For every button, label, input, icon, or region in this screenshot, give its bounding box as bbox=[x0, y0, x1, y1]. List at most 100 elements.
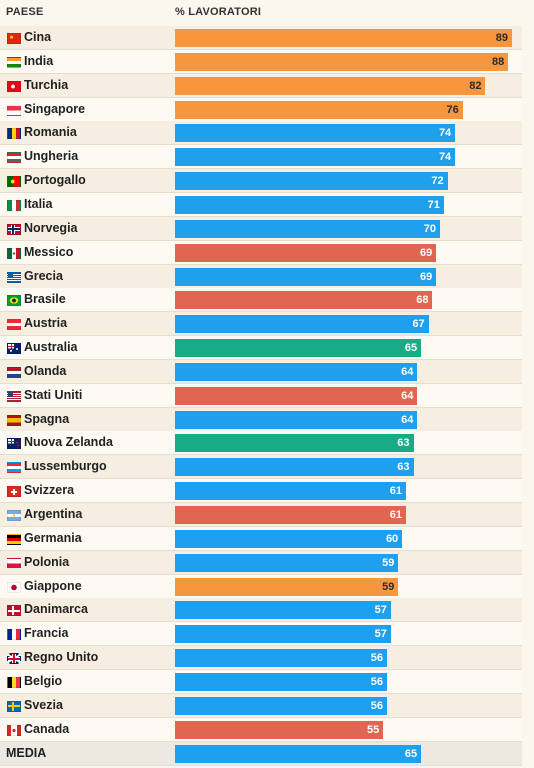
data-label: 64 bbox=[401, 413, 414, 426]
flag-argentina-icon bbox=[7, 510, 21, 521]
chart-row: Polonia 59 bbox=[0, 550, 522, 575]
chart-row: Singapore 76 bbox=[0, 97, 522, 122]
category-label: Australia bbox=[24, 340, 78, 355]
category-label: Regno Unito bbox=[24, 650, 99, 665]
bar: 74 bbox=[175, 148, 456, 167]
chart-row: Grecia 69 bbox=[0, 264, 522, 289]
data-label: 76 bbox=[446, 103, 459, 116]
data-label: 70 bbox=[423, 222, 437, 235]
data-label: 68 bbox=[416, 294, 429, 307]
chart-row: Germania 60 bbox=[0, 526, 522, 551]
chart-row: Olanda 64 bbox=[0, 359, 522, 384]
data-label: 65 bbox=[404, 342, 418, 355]
flag-usa-icon bbox=[7, 390, 21, 402]
flag-china-icon bbox=[7, 33, 21, 44]
bar: 76 bbox=[175, 100, 463, 119]
flag-uk-icon bbox=[7, 653, 21, 665]
flag-india-icon bbox=[7, 56, 21, 68]
category-label: Spagna bbox=[24, 411, 70, 426]
data-label: 63 bbox=[397, 461, 410, 474]
data-label: 74 bbox=[438, 151, 452, 164]
flag-canada-icon bbox=[7, 724, 21, 736]
category-label: India bbox=[24, 53, 54, 68]
bar: 88 bbox=[175, 52, 509, 71]
column-header-value: % LAVORATORI bbox=[175, 6, 262, 18]
category-label: MEDIA bbox=[6, 745, 47, 760]
data-label: 56 bbox=[370, 675, 384, 688]
bar: 69 bbox=[175, 243, 437, 262]
chart-row: Giappone 59 bbox=[0, 574, 522, 599]
category-label: Belgio bbox=[24, 673, 63, 688]
category-label: Argentina bbox=[24, 507, 83, 521]
category-label: Singapore bbox=[24, 101, 86, 116]
flag-norway-icon bbox=[7, 223, 21, 235]
data-label: 59 bbox=[382, 556, 395, 569]
bar: 59 bbox=[175, 553, 399, 572]
bar: 56 bbox=[175, 649, 388, 668]
data-label: 56 bbox=[370, 699, 384, 712]
category-label: Germania bbox=[24, 530, 82, 545]
bar: 67 bbox=[175, 315, 429, 334]
data-label: 57 bbox=[374, 628, 387, 641]
bar: 82 bbox=[175, 76, 486, 95]
category-label: Canada bbox=[24, 721, 70, 736]
average-row: MEDIA 65 bbox=[0, 741, 522, 766]
data-label: 71 bbox=[427, 198, 440, 211]
chart-row: Cina 89 bbox=[0, 26, 522, 50]
bar: 57 bbox=[175, 625, 391, 644]
data-label: 65 bbox=[404, 747, 418, 760]
chart-row: Portogallo 72 bbox=[0, 169, 522, 194]
category-label: Francia bbox=[24, 626, 69, 641]
flag-greece-icon bbox=[7, 271, 21, 283]
bar: 65 bbox=[175, 339, 422, 358]
data-label: 57 bbox=[374, 604, 387, 617]
chart-row: Regno Unito 56 bbox=[0, 646, 522, 671]
chart-row: Australia 65 bbox=[0, 336, 522, 361]
chart-row: Turchia 82 bbox=[0, 73, 522, 98]
flag-italy-icon bbox=[7, 199, 21, 211]
category-label: Danimarca bbox=[24, 602, 88, 617]
flag-turkey-icon bbox=[7, 80, 21, 92]
bar: 71 bbox=[175, 195, 444, 214]
flag-luxembourg-icon bbox=[7, 462, 21, 474]
category-label: Ungheria bbox=[24, 149, 79, 164]
flag-new-zealand-icon bbox=[7, 438, 21, 450]
category-label: Lussemburgo bbox=[24, 459, 107, 474]
flag-hungary-icon bbox=[7, 152, 21, 164]
flag-belgium-icon bbox=[7, 676, 21, 688]
data-label: 64 bbox=[401, 365, 414, 378]
flag-germany-icon bbox=[7, 533, 21, 545]
flag-austria-icon bbox=[7, 319, 21, 331]
chart-row: Francia 57 bbox=[0, 622, 522, 647]
chart-row: Svezia 56 bbox=[0, 693, 522, 718]
category-label: Svezia bbox=[24, 697, 63, 712]
flag-sweden-icon bbox=[7, 700, 21, 712]
category-label: Cina bbox=[24, 30, 52, 44]
flag-singapore-icon bbox=[7, 104, 21, 116]
bar: 89 bbox=[175, 29, 512, 47]
chart-row: Brasile 68 bbox=[0, 288, 522, 313]
category-label: Nuova Zelanda bbox=[24, 435, 113, 450]
bar: 72 bbox=[175, 172, 448, 191]
category-label: Turchia bbox=[24, 77, 69, 92]
bar: 64 bbox=[175, 410, 418, 429]
flag-spain-icon bbox=[7, 414, 21, 426]
data-label: 72 bbox=[431, 175, 444, 188]
data-label: 89 bbox=[495, 32, 508, 44]
category-label: Messico bbox=[24, 244, 74, 259]
bar: 74 bbox=[175, 124, 456, 143]
category-label: Italia bbox=[24, 196, 53, 211]
data-label: 82 bbox=[469, 79, 482, 92]
chart-row: Norvegia 70 bbox=[0, 216, 522, 241]
bar: 56 bbox=[175, 672, 388, 691]
flag-mexico-icon bbox=[7, 247, 21, 259]
bar: 63 bbox=[175, 434, 414, 453]
chart-row: Nuova Zelanda 63 bbox=[0, 431, 522, 456]
category-label: Romania bbox=[24, 125, 77, 140]
category-label: Norvegia bbox=[24, 220, 78, 235]
column-header-country: PAESE bbox=[6, 6, 44, 18]
bar: 65 bbox=[175, 744, 422, 763]
bar: 70 bbox=[175, 219, 441, 238]
category-label: Stati Uniti bbox=[24, 387, 83, 402]
bar: 69 bbox=[175, 267, 437, 286]
